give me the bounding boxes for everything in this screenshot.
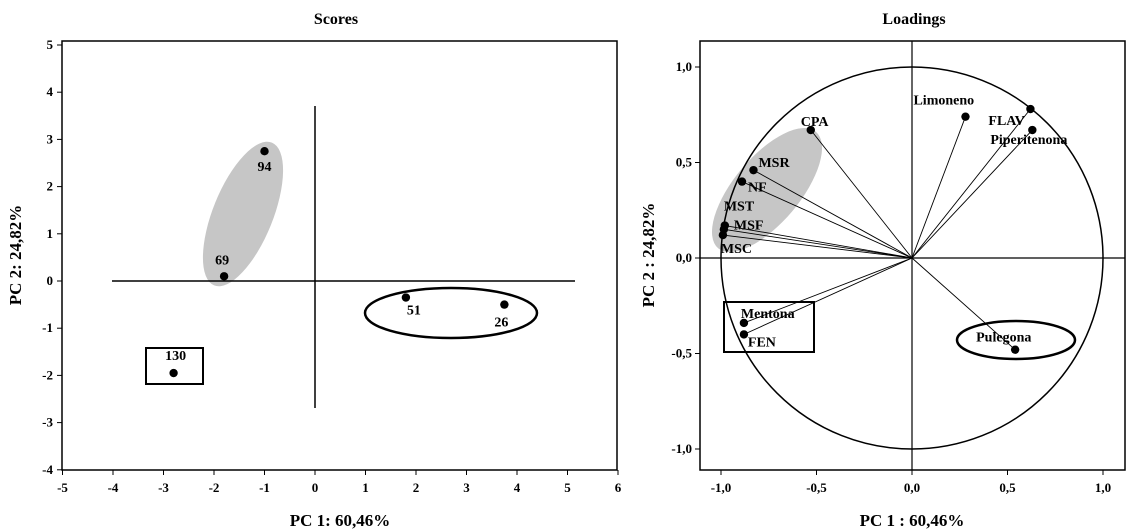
loadings-point-limoneno: [961, 112, 970, 121]
loadings-vector-limoneno: [911, 116, 966, 259]
loadings-point-label: NF: [748, 181, 767, 196]
loadings-vector-cpa: [810, 129, 913, 259]
loadings-vector-msf: [723, 228, 913, 259]
loadings-vector-msr: [753, 169, 913, 259]
scores-x-tick-label: -1: [259, 480, 270, 495]
scores-x-tick-label: 0: [312, 480, 319, 495]
scores-point-51: [401, 293, 411, 302]
loadings-point-fen: [739, 330, 749, 339]
loadings-x-tick-label: -1,0: [711, 480, 732, 495]
scores-y-tick-label: 5: [47, 37, 54, 52]
loadings-ticks: -1,0 -0,5 0,0 0,5 1,0 -1,0 -0,5 0,0 0,5 1,0: [671, 59, 1111, 495]
scores-y-tick-label: 0: [47, 273, 54, 288]
scores-x-tick-label: 4: [514, 480, 521, 495]
loadings-rectangle-group: [723, 301, 815, 353]
scores-x-tick-label: -4: [108, 480, 119, 495]
scores-point-130: [169, 368, 178, 378]
scores-x-tick-label: -5: [57, 480, 68, 495]
loadings-point-msc: [718, 230, 728, 240]
loadings-point-flav: [1026, 104, 1035, 114]
scores-x-tick-label: 6: [615, 480, 622, 495]
scores-y-tick-label: -4: [42, 462, 53, 477]
scores-rectangle-group: [145, 347, 204, 385]
loadings-vector-flav: [911, 108, 1031, 259]
scores-point-label: 69: [215, 253, 229, 268]
scores-x-tick-label: -3: [158, 480, 169, 495]
loadings-point-label: MSC: [721, 242, 752, 257]
loadings-y-tick-label: 0,5: [676, 155, 693, 170]
scores-title: Scores: [314, 11, 358, 28]
scores-annotations: [112, 106, 575, 408]
scores-point-69: [219, 272, 229, 281]
scores-panel: Scores -5 -4 -3 -2 -1 0 1 2 3 4 5 6 -4 -3 -2 -1 0 1 2 3 4 5 9…: [6, 11, 622, 529]
loadings-points: Limoneno FLAV Piperitenona CPA MSR NF MST MSF MS…: [718, 94, 1067, 354]
loadings-ellipse-group: [955, 319, 1077, 361]
loadings-title: Loadings: [882, 11, 945, 28]
loadings-y-axis-label: PC 2 : 24,82%: [639, 203, 658, 308]
loadings-y-tick-label: -1,0: [671, 441, 692, 456]
loadings-y-tick-label: 0,0: [676, 250, 692, 265]
loadings-point-label: MST: [724, 200, 755, 215]
loadings-shaded-group-ellipse: [711, 128, 823, 252]
loadings-point-nf: [737, 177, 747, 186]
scores-plot-frame: [61, 40, 618, 471]
scores-ticks: -5 -4 -3 -2 -1 0 1 2 3 4 5 6 -4 -3 -2 -1 0 1 2 3 4 5: [42, 37, 622, 495]
loadings-point-label: Pulegona: [976, 331, 1031, 346]
loadings-vector-pulegona: [911, 257, 1016, 351]
scores-x-tick-label: 5: [564, 480, 571, 495]
scores-y-tick-label: 2: [47, 179, 54, 194]
loadings-point-label: MSF: [734, 218, 764, 233]
scores-y-tick-label: 3: [47, 131, 54, 146]
loadings-vector-mentona: [743, 257, 913, 324]
scores-point-label: 51: [407, 304, 421, 319]
loadings-y-tick-label: -0,5: [671, 346, 692, 361]
loadings-point-cpa: [806, 125, 815, 135]
loadings-vectors: [722, 108, 1033, 351]
loadings-vector-mst: [724, 225, 913, 259]
scores-y-tick-label: -1: [42, 320, 53, 335]
loadings-x-tick-label: 0,5: [999, 480, 1016, 495]
scores-points: 94 69 51 26 130: [165, 147, 509, 378]
loadings-vector-nf: [741, 181, 913, 259]
loadings-x-axis-label: PC 1 : 60,46%: [860, 511, 965, 529]
loadings-point-mentona: [739, 318, 749, 328]
loadings-point-label: Limoneno: [913, 94, 974, 109]
loadings-vector-msc: [722, 234, 913, 259]
scores-x-tick-label: 2: [413, 480, 420, 495]
loadings-point-label: FLAV: [988, 114, 1024, 129]
scores-point-26: [500, 300, 509, 309]
scores-y-axis-label: PC 2: 24,82%: [6, 205, 25, 306]
scores-y-tick-label: -3: [42, 415, 53, 430]
loadings-y-tick-label: 1,0: [676, 59, 692, 74]
scores-y-tick-label: 4: [47, 84, 54, 99]
loadings-point-msr: [749, 165, 758, 175]
loadings-vector-piperitenona: [911, 129, 1033, 259]
loadings-point-label: Mentona: [741, 307, 795, 322]
scores-shaded-group-ellipse: [202, 141, 284, 287]
scores-point-label: 94: [258, 160, 272, 175]
loadings-point-label: MSR: [758, 156, 790, 171]
loadings-point-label: Piperitenona: [990, 133, 1067, 148]
scores-x-tick-label: -2: [209, 480, 220, 495]
scores-x-tick-label: 1: [362, 480, 369, 495]
scores-point-label: 26: [494, 316, 508, 331]
loadings-point-label: CPA: [801, 115, 830, 130]
scores-x-tick-label: 3: [463, 480, 470, 495]
loadings-vector-fen: [743, 257, 913, 335]
loadings-x-tick-label: -0,5: [806, 480, 827, 495]
scores-y-tick-label: -2: [42, 367, 53, 382]
scores-ellipse-group: [363, 286, 539, 340]
loadings-annotations: [711, 128, 1077, 361]
loadings-point-pulegona: [1010, 345, 1020, 354]
loadings-x-tick-label: 1,0: [1095, 480, 1111, 495]
loadings-panel: Loadings -1,0 -0,5 0,0 0,5 1,0 -1,0 -0,5 0,0 0,5…: [639, 11, 1126, 529]
loadings-x-tick-label: 0,0: [904, 480, 920, 495]
loadings-point-label: FEN: [748, 335, 776, 350]
scores-y-tick-label: 1: [47, 226, 54, 241]
scores-x-axis-label: PC 1: 60,46%: [290, 511, 391, 529]
loadings-point-piperitenona: [1028, 125, 1037, 135]
scores-point-94: [260, 147, 269, 156]
scores-point-label: 130: [165, 349, 186, 364]
